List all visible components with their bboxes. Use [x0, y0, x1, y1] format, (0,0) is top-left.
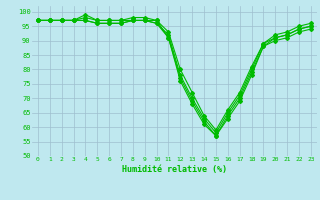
X-axis label: Humidité relative (%): Humidité relative (%): [122, 165, 227, 174]
